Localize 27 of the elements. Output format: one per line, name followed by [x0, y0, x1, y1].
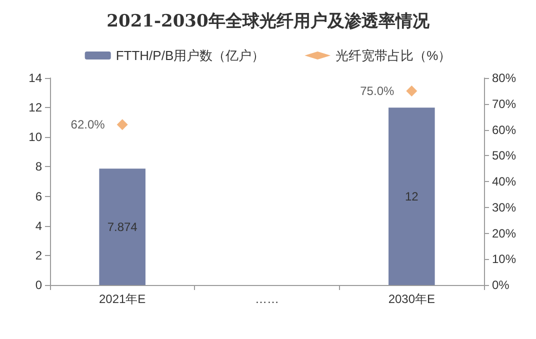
data-label: 7.874 [107, 220, 138, 234]
chart-title: 2021-2030年全球光纤用户及渗透率情况 [106, 12, 430, 32]
y2-tick-label: 40% [492, 174, 516, 188]
y2-tick-label: 50% [492, 148, 516, 163]
y-tick-label: 10 [28, 130, 42, 144]
data-label: 62.0% [70, 118, 106, 132]
x-tick-label: 2030年E [388, 292, 436, 306]
y-tick-label: 8 [35, 160, 42, 174]
y-tick-label: 2 [35, 248, 42, 262]
y2-tick-label: 0% [492, 278, 510, 292]
y2-tick-label: 20% [492, 226, 516, 240]
y2-tick-label: 80% [492, 71, 516, 85]
y2-tick-label: 60% [492, 122, 516, 137]
y-tick-label: 0 [35, 278, 42, 292]
y-tick-label: 14 [28, 71, 42, 85]
legend-label: FTTH/P/B用户数（亿户） [116, 48, 265, 63]
y2-tick-label: 30% [492, 200, 516, 214]
x-tick-label: 2021年E [98, 292, 146, 306]
y2-tick-label: 10% [492, 252, 516, 266]
y-tick-label: 12 [28, 100, 42, 115]
y2-tick-label: 70% [492, 96, 516, 111]
legend-label: 光纤宽带占比（%） [336, 48, 452, 63]
y-tick-label: 6 [35, 189, 42, 204]
data-label: 12 [404, 189, 419, 204]
x-tick-label: …… [255, 292, 279, 306]
data-label: 75.0% [360, 84, 394, 98]
y-tick-label: 4 [35, 218, 42, 233]
